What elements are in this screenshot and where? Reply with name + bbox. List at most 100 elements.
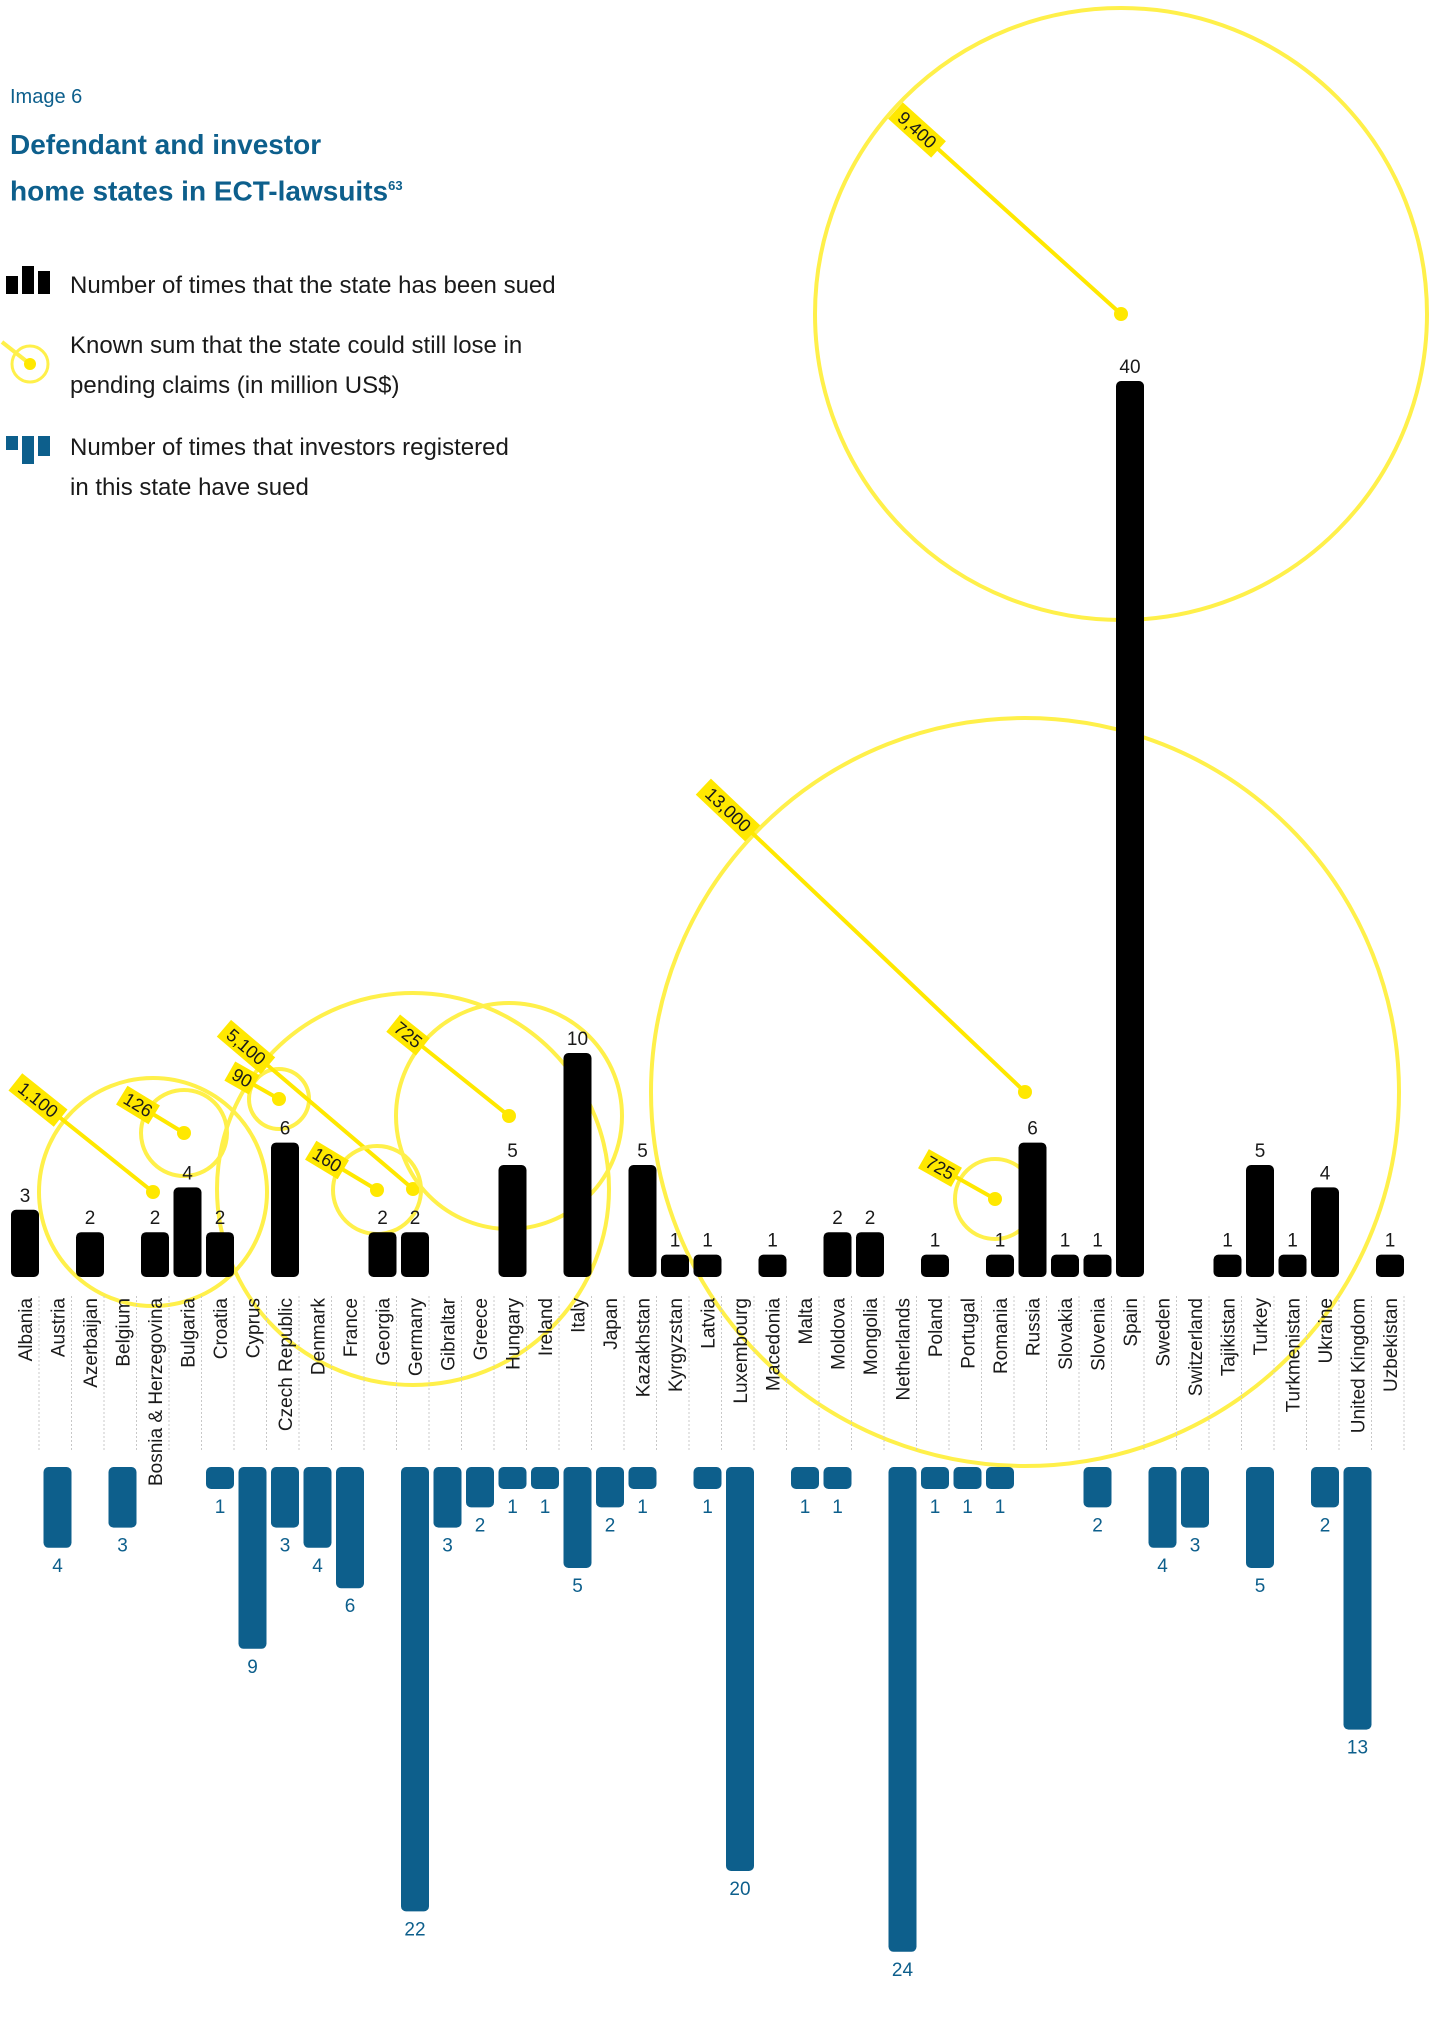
country-label-hungary: Hungary bbox=[504, 1298, 525, 1370]
country-label-japan: Japan bbox=[601, 1298, 622, 1350]
country-label-germany: Germany bbox=[406, 1298, 427, 1377]
investor-bar-germany bbox=[401, 1467, 429, 1912]
investor-bar-belgium bbox=[108, 1467, 137, 1528]
sued-bar-uzbekistan bbox=[1376, 1254, 1404, 1277]
investor-value-turkey: 5 bbox=[1255, 1576, 1266, 1597]
country-label-france: France bbox=[341, 1298, 362, 1357]
country-label-moldova: Moldova bbox=[829, 1298, 850, 1370]
investor-value-gibraltar: 3 bbox=[442, 1536, 453, 1557]
country-label-greece: Greece bbox=[471, 1298, 492, 1360]
pending-dot-romania bbox=[988, 1192, 1002, 1206]
country-label-switzerland: Switzerland bbox=[1186, 1298, 1207, 1396]
investor-bar-malta bbox=[791, 1467, 819, 1489]
title-line-1: Defendant and investor bbox=[10, 129, 322, 160]
investor-value-portugal: 1 bbox=[962, 1497, 973, 1518]
investor-bar-ireland bbox=[531, 1467, 559, 1489]
sued-value-latvia: 1 bbox=[702, 1231, 713, 1252]
country-label-spain: Spain bbox=[1121, 1298, 1142, 1347]
sued-bar-germany bbox=[401, 1232, 429, 1277]
sued-bar-poland bbox=[921, 1254, 949, 1277]
pending-label-bulgaria: 126 bbox=[116, 1085, 160, 1125]
investor-bar-romania bbox=[986, 1467, 1014, 1489]
sued-value-germany: 2 bbox=[410, 1208, 421, 1229]
pending-dot-germany bbox=[406, 1182, 420, 1196]
country-label-belgium: Belgium bbox=[114, 1298, 135, 1367]
pending-label-albania: 1,100 bbox=[8, 1073, 68, 1127]
country-label-latvia: Latvia bbox=[699, 1298, 720, 1349]
investor-value-japan: 2 bbox=[605, 1515, 616, 1536]
sued-bar-georgia bbox=[368, 1232, 397, 1277]
investor-bar-japan bbox=[596, 1467, 624, 1508]
legend-investor-line1: Number of times that investors registere… bbox=[70, 434, 509, 461]
sued-value-mongolia: 2 bbox=[865, 1208, 876, 1229]
image-label: Image 6 bbox=[10, 86, 83, 108]
sued-bar-turkmenistan bbox=[1278, 1254, 1307, 1277]
sued-value-bosnia-herzegovina: 2 bbox=[150, 1208, 161, 1229]
sued-value-slovakia: 1 bbox=[1060, 1231, 1071, 1252]
sued-value-ukraine: 4 bbox=[1320, 1163, 1331, 1184]
investor-value-romania: 1 bbox=[995, 1497, 1006, 1518]
sued-value-kazakhstan: 5 bbox=[637, 1141, 648, 1162]
investor-value-italy: 5 bbox=[572, 1576, 583, 1597]
investor-value-poland: 1 bbox=[930, 1497, 941, 1518]
investor-value-ukraine: 2 bbox=[1320, 1515, 1331, 1536]
country-label-czech-republic: Czech Republic bbox=[276, 1298, 297, 1431]
country-label-uzbekistan: Uzbekistan bbox=[1381, 1298, 1402, 1392]
investor-bar-moldova bbox=[823, 1467, 852, 1489]
investor-bar-switzerland bbox=[1181, 1467, 1209, 1528]
investor-value-croatia: 1 bbox=[215, 1497, 226, 1518]
sued-bars-icon bbox=[6, 266, 50, 294]
sued-value-albania: 3 bbox=[20, 1186, 31, 1207]
pending-label-spain: 9,400 bbox=[888, 102, 946, 158]
investor-value-denmark: 4 bbox=[312, 1556, 323, 1577]
investor-bar-cyprus bbox=[238, 1467, 267, 1649]
sued-value-bulgaria: 4 bbox=[182, 1163, 193, 1184]
investor-bar-france bbox=[336, 1467, 364, 1589]
investor-bar-portugal bbox=[953, 1467, 982, 1489]
country-label-denmark: Denmark bbox=[309, 1298, 330, 1376]
pending-label-bg-bulgaria bbox=[116, 1085, 160, 1125]
sued-bar-mongolia bbox=[856, 1232, 884, 1277]
pending-pointer-germany bbox=[244, 1045, 415, 1191]
country-label-ireland: Ireland bbox=[536, 1298, 557, 1356]
sued-bar-romania bbox=[986, 1254, 1014, 1277]
investor-value-latvia: 1 bbox=[702, 1497, 713, 1518]
sued-value-romania: 1 bbox=[995, 1231, 1006, 1252]
chart-title: Defendant and investor home states in EC… bbox=[10, 124, 403, 211]
investor-bar-croatia bbox=[206, 1467, 234, 1489]
pending-label-romania: 725 bbox=[918, 1149, 962, 1187]
country-label-russia: Russia bbox=[1024, 1298, 1045, 1357]
sued-bar-hungary bbox=[498, 1165, 527, 1277]
investor-value-ireland: 1 bbox=[540, 1497, 551, 1518]
pending-pointer-hungary bbox=[406, 1033, 511, 1118]
country-label-slovenia: Slovenia bbox=[1089, 1298, 1110, 1371]
country-label-portugal: Portugal bbox=[959, 1298, 980, 1369]
footnote-marker: 63 bbox=[388, 178, 403, 193]
pending-dot-albania bbox=[146, 1185, 160, 1199]
investor-bar-gibraltar bbox=[433, 1467, 462, 1528]
sued-bar-moldova bbox=[823, 1232, 852, 1277]
sued-value-czech-republic: 6 bbox=[280, 1119, 291, 1140]
title-line-2: home states in ECT-lawsuits bbox=[10, 175, 389, 207]
pending-circle-russia bbox=[649, 716, 1401, 1468]
country-label-kyrgyzstan: Kyrgyzstan bbox=[666, 1298, 687, 1392]
country-label-austria: Austria bbox=[49, 1298, 70, 1358]
sued-bar-spain bbox=[1116, 381, 1144, 1277]
country-label-poland: Poland bbox=[926, 1298, 947, 1357]
sued-bar-russia bbox=[1018, 1142, 1047, 1277]
pending-circle-germany bbox=[215, 991, 611, 1387]
sued-bar-croatia bbox=[206, 1232, 234, 1277]
country-label-albania: Albania bbox=[16, 1298, 37, 1362]
pending-pointer-spain bbox=[915, 128, 1123, 316]
pending-label-bg-georgia bbox=[305, 1140, 349, 1180]
investor-value-sweden: 4 bbox=[1157, 1556, 1168, 1577]
country-label-cyprus: Cyprus bbox=[244, 1298, 265, 1358]
country-label-macedonia: Macedonia bbox=[764, 1298, 785, 1391]
sued-value-poland: 1 bbox=[930, 1231, 941, 1252]
sued-value-hungary: 5 bbox=[507, 1141, 518, 1162]
country-label-kazakhstan: Kazakhstan bbox=[634, 1298, 655, 1397]
investor-bar-greece bbox=[466, 1467, 494, 1508]
pending-dot-hungary bbox=[502, 1109, 516, 1123]
pending-label-bg-spain bbox=[888, 102, 946, 158]
